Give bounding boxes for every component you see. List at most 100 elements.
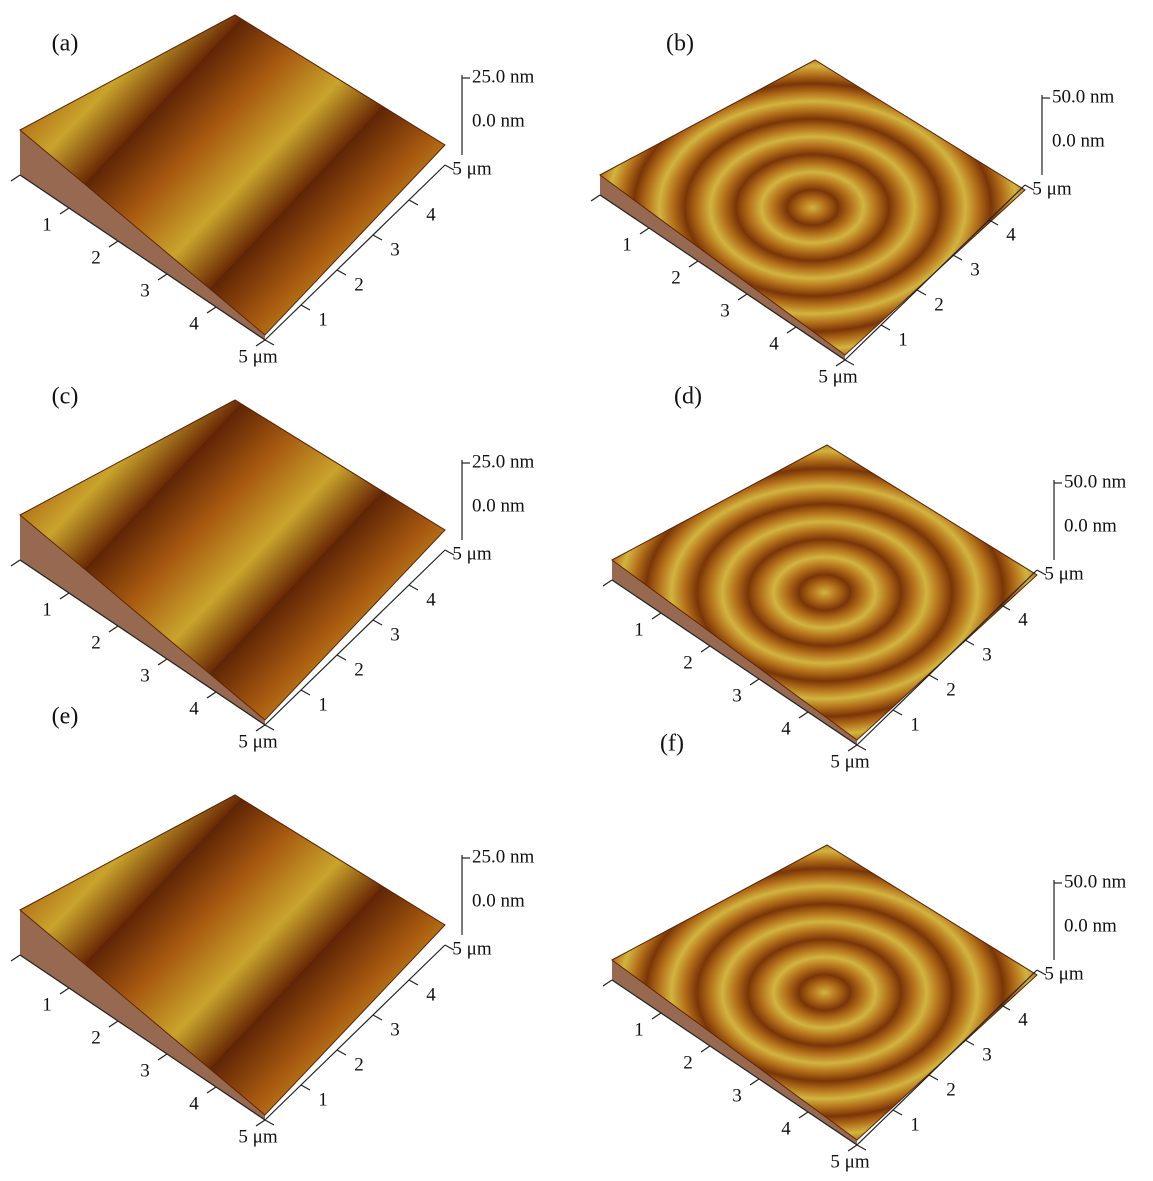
z-label: 50.0 nm: [1052, 86, 1115, 107]
y-tick: [409, 585, 418, 590]
x-tick: [799, 1112, 808, 1118]
y-tick: [845, 360, 854, 365]
y-tick-label: 3: [982, 1044, 992, 1065]
x-tick: [207, 692, 216, 698]
y-tick-label: 4: [426, 204, 436, 225]
x-tick: [11, 955, 20, 961]
z-label: 50.0 nm: [1064, 871, 1127, 892]
y-tick: [373, 1015, 382, 1020]
panel-label: (b): [666, 31, 694, 57]
y-tick: [337, 1050, 346, 1055]
x-tick: [750, 679, 759, 685]
x-end-label: 5 μm: [238, 1126, 277, 1147]
x-tick: [848, 1145, 857, 1151]
y-tick-label: 3: [982, 644, 992, 665]
x-tick: [836, 360, 845, 366]
x-tick: [207, 307, 216, 313]
afm-panel: 12345 μm12345 μm25.0 nm0.0 nm: [11, 15, 535, 367]
panel-label: (e): [52, 704, 79, 730]
y-end-label: 5 μm: [452, 543, 491, 564]
x-end-label: 5 μm: [238, 346, 277, 367]
y-tick: [409, 980, 418, 985]
x-tick-label: 4: [189, 313, 199, 334]
y-tick-label: 1: [910, 1114, 920, 1135]
y-tick: [301, 690, 310, 695]
x-tick-label: 2: [683, 1052, 693, 1073]
x-tick-label: 2: [91, 1027, 101, 1048]
x-tick: [701, 1046, 710, 1052]
z-label: 25.0 nm: [472, 846, 535, 867]
x-tick-label: 3: [732, 685, 742, 706]
afm-surface: [600, 60, 1025, 355]
x-tick: [256, 340, 265, 346]
x-tick: [207, 1087, 216, 1093]
y-tick: [265, 1120, 274, 1125]
figure: (a) 1 2 3 4 5 μm 1 2 3 4 5 μm 25.0 nm 0.0 nm (b) 1 2 3 4 5…: [0, 0, 1153, 1181]
y-tick-label: 4: [426, 589, 436, 610]
x-tick: [799, 712, 808, 718]
x-tick-label: 2: [683, 652, 693, 673]
z-label: 0.0 nm: [472, 110, 525, 131]
x-tick-label: 3: [140, 1060, 150, 1081]
y-tick-label: 2: [934, 294, 944, 315]
x-end-label: 5 μm: [818, 366, 857, 387]
x-tick: [689, 261, 698, 267]
y-tick-label: 2: [354, 659, 364, 680]
y-tick-label: 2: [354, 1054, 364, 1075]
x-tick-label: 3: [140, 280, 150, 301]
x-tick: [591, 195, 600, 201]
x-tick: [701, 646, 710, 652]
z-label: 0.0 nm: [1052, 130, 1105, 151]
x-tick-label: 1: [634, 619, 644, 640]
z-label: 0.0 nm: [1064, 515, 1117, 536]
y-tick: [881, 325, 890, 330]
y-tick-label: 2: [946, 679, 956, 700]
y-tick-label: 3: [390, 239, 400, 260]
y-tick: [301, 1085, 310, 1090]
y-tick: [373, 620, 382, 625]
x-tick: [109, 241, 118, 247]
x-tick: [60, 208, 69, 214]
y-tick-label: 2: [354, 274, 364, 295]
y-end-label: 5 μm: [1032, 178, 1071, 199]
x-tick-label: 3: [140, 665, 150, 686]
y-tick: [301, 305, 310, 310]
x-end-label: 5 μm: [830, 751, 869, 772]
x-tick-label: 3: [732, 1085, 742, 1106]
y-tick-label: 3: [390, 1019, 400, 1040]
x-tick: [158, 659, 167, 665]
y-tick: [1001, 605, 1010, 610]
afm-surface: [20, 795, 445, 1115]
panel-label: (c): [52, 384, 79, 410]
x-tick: [603, 980, 612, 986]
z-label: 50.0 nm: [1064, 471, 1127, 492]
afm-surface: [612, 845, 1037, 1140]
panel-label: (f): [660, 731, 684, 757]
x-tick-label: 4: [781, 1118, 791, 1139]
x-tick-label: 2: [91, 247, 101, 268]
x-tick-label: 2: [91, 632, 101, 653]
y-end-label: 5 μm: [452, 158, 491, 179]
y-tick: [265, 725, 274, 730]
x-tick-label: 4: [769, 333, 779, 354]
afm-surface: [20, 400, 445, 720]
y-tick-label: 4: [1018, 1009, 1028, 1030]
y-tick: [965, 640, 974, 645]
x-tick-label: 1: [42, 994, 52, 1015]
x-tick: [738, 294, 747, 300]
y-tick: [265, 340, 274, 345]
afm-surface: [612, 445, 1037, 740]
y-tick: [929, 675, 938, 680]
y-tick-label: 1: [898, 329, 908, 350]
z-label: 25.0 nm: [472, 451, 535, 472]
y-tick-label: 4: [1006, 224, 1016, 245]
x-tick-label: 3: [720, 300, 730, 321]
panel-label: (a): [52, 31, 79, 57]
y-tick: [373, 235, 382, 240]
y-tick-label: 3: [970, 259, 980, 280]
x-tick-label: 1: [42, 214, 52, 235]
y-end-label: 5 μm: [1044, 963, 1083, 984]
